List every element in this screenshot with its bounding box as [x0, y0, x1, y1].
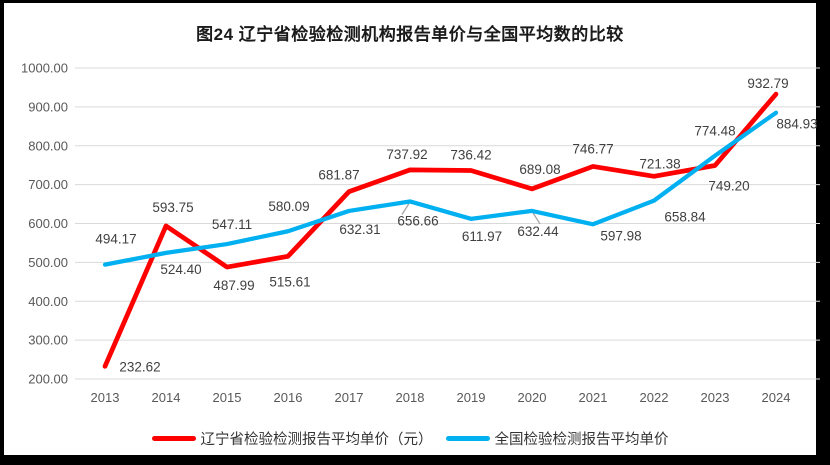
x-axis-tick-label: 2022 [640, 390, 669, 405]
x-axis-tick-label: 2021 [579, 390, 608, 405]
data-label-national-2023: 774.48 [694, 124, 735, 139]
x-axis-tick-label: 2013 [91, 390, 120, 405]
y-axis-tick-label: 1000.00 [21, 61, 68, 76]
data-label-national-2022: 658.84 [664, 210, 706, 225]
legend-item-liaoning: 辽宁省检验检测报告平均单价（元） [151, 428, 433, 449]
data-label-national-2024: 884.93 [776, 117, 817, 132]
legend-label-liaoning: 辽宁省检验检测报告平均单价（元） [200, 431, 433, 448]
y-axis-tick-label: 300.00 [28, 333, 68, 348]
data-label-national-2014: 524.40 [160, 262, 201, 277]
data-label-liaoning-2017: 681.87 [318, 168, 359, 183]
data-label-national-2017: 632.31 [339, 222, 380, 237]
data-label-liaoning-2015: 487.99 [213, 278, 254, 293]
x-axis-tick-label: 2018 [396, 390, 425, 405]
y-axis-tick-label: 800.00 [28, 138, 68, 153]
data-label-national-2016: 580.09 [268, 199, 309, 214]
x-axis-tick-label: 2019 [457, 390, 486, 405]
y-axis-tick-label: 700.00 [28, 177, 68, 192]
data-label-leader-line [532, 212, 541, 225]
data-label-national-2021: 597.98 [600, 228, 641, 243]
data-label-liaoning-2020: 689.08 [519, 162, 560, 177]
data-label-liaoning-2021: 746.77 [572, 141, 613, 156]
data-label-liaoning-2024: 932.79 [747, 76, 788, 91]
x-axis-tick-label: 2015 [213, 390, 242, 405]
y-axis-tick-label: 600.00 [28, 216, 68, 231]
data-label-liaoning-2019: 736.42 [450, 147, 491, 162]
legend-label-national: 全国检验检测报告平均单价 [494, 431, 669, 448]
data-label-national-2019: 611.97 [462, 229, 502, 244]
x-axis-tick-label: 2014 [152, 390, 181, 405]
data-label-liaoning-2014: 593.75 [152, 200, 193, 215]
legend-line-swatch-blue [445, 435, 490, 441]
legend-item-national: 全国检验检测报告平均单价 [445, 428, 669, 449]
y-axis-tick-label: 200.00 [28, 372, 68, 387]
data-label-liaoning-2022: 721.38 [639, 156, 680, 171]
data-label-liaoning-2013: 232.62 [119, 359, 160, 374]
data-label-national-2018: 656.66 [397, 213, 438, 228]
data-label-leader-line [401, 203, 410, 215]
y-axis-tick-label: 900.00 [28, 99, 68, 114]
y-axis-tick-label: 400.00 [28, 294, 68, 309]
data-label-national-2015: 547.11 [212, 217, 252, 232]
data-label-liaoning-2023: 749.20 [708, 178, 749, 193]
chart-legend: 辽宁省检验检测报告平均单价（元） 全国检验检测报告平均单价 [4, 427, 816, 449]
x-axis-tick-label: 2024 [762, 390, 791, 405]
x-axis-tick-label: 2023 [701, 390, 730, 405]
x-axis-tick-label: 2020 [518, 390, 547, 405]
legend-line-swatch-red [151, 435, 196, 441]
y-axis-tick-label: 500.00 [28, 255, 68, 270]
x-axis-tick-label: 2017 [335, 390, 364, 405]
chart-title: 图24 辽宁省检验检测机构报告单价与全国平均数的比较 [196, 25, 624, 44]
chart-canvas: 图24 辽宁省检验检测机构报告单价与全国平均数的比较 200.00 300.00 4… [4, 3, 820, 455]
x-axis-tick-label: 2016 [274, 390, 303, 405]
series-line-national [102, 110, 779, 267]
data-label-national-2020: 632.44 [517, 224, 559, 239]
data-label-national-2013: 494.17 [95, 232, 136, 247]
series-line-liaoning [102, 91, 779, 369]
data-label-liaoning-2016: 515.61 [269, 274, 310, 289]
data-label-liaoning-2018: 737.92 [386, 147, 427, 162]
